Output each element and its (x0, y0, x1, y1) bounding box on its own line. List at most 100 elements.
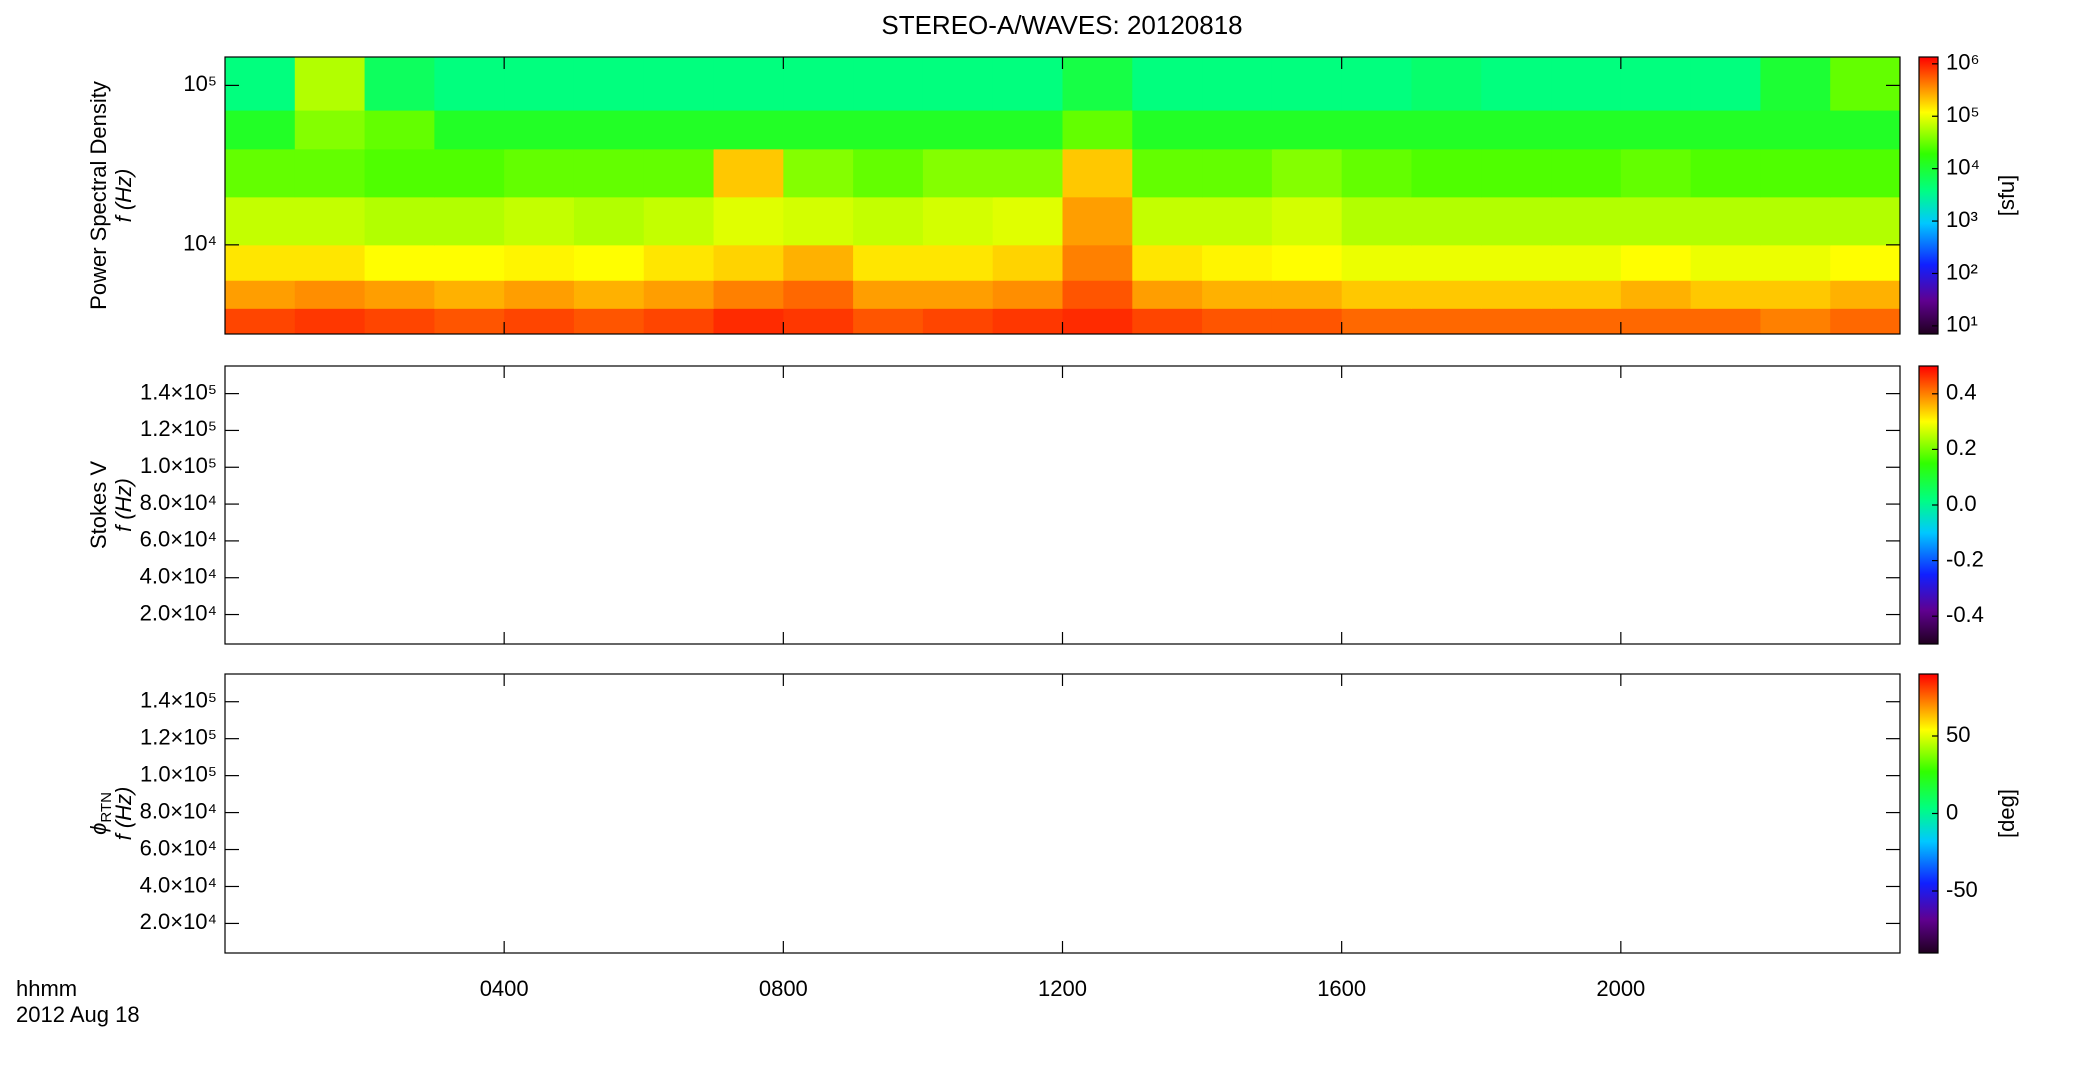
heatmap-cell (1271, 57, 1343, 111)
heatmap-cell (643, 308, 715, 335)
heatmap-cell (1481, 280, 1552, 309)
heatmap-cell (1830, 280, 1901, 309)
y-tick-label: 4.0×10⁴ (140, 564, 217, 589)
heatmap-cell (853, 57, 924, 111)
heatmap-cell (783, 57, 854, 111)
y-tick-label: 1.4×10⁵ (140, 688, 217, 713)
heatmap-cell (1411, 308, 1482, 335)
heatmap-cell (783, 110, 854, 150)
y-axis-label: ϕRTN (86, 792, 115, 835)
heatmap-cell (1341, 57, 1412, 111)
heatmap-cell (573, 280, 645, 309)
colorbar-tick-label: 10⁶ (1946, 50, 1980, 75)
plot-frame (224, 365, 1901, 645)
heatmap-cell (294, 148, 366, 198)
heatmap-cell (713, 244, 784, 281)
colorbar-tick-label: 0.0 (1946, 491, 1977, 516)
heatmap-cell (713, 110, 784, 150)
heatmap-cell (1830, 244, 1901, 281)
heatmap-cell (1062, 110, 1133, 150)
heatmap-cell (1760, 308, 1831, 335)
heatmap-cell (1830, 148, 1901, 198)
heatmap-cell (853, 280, 924, 309)
heatmap-cell (713, 196, 784, 246)
heatmap-cell (1620, 57, 1692, 111)
colorbar-tick-label: -0.4 (1946, 602, 1984, 627)
heatmap-cell (1760, 110, 1831, 150)
heatmap-cell (1202, 148, 1273, 198)
heatmap-cell (992, 196, 1063, 246)
heatmap-cell (434, 308, 505, 335)
heatmap-cell (1481, 308, 1552, 335)
heatmap-cell (853, 244, 924, 281)
heatmap-cell (1690, 110, 1761, 150)
heatmap-cell (783, 280, 854, 309)
heatmap-cell (643, 57, 715, 111)
heatmap-cell (922, 110, 994, 150)
heatmap-cell (1132, 308, 1203, 335)
heatmap-cell (1690, 148, 1761, 198)
heatmap-cell (225, 110, 296, 150)
heatmap-cell (1132, 280, 1203, 309)
heatmap-cell (225, 148, 296, 198)
heatmap-cell (1760, 280, 1831, 309)
heatmap-cell (1062, 148, 1133, 198)
heatmap-cell (573, 196, 645, 246)
y-tick-label: 8.0×10⁴ (140, 490, 217, 515)
y-tick-label: 10⁴ (183, 231, 217, 256)
heatmap-cell (504, 244, 575, 281)
heatmap-cell (1271, 244, 1343, 281)
heatmap-cell (1062, 57, 1133, 111)
heatmap-cell (1551, 148, 1622, 198)
plot-frame (224, 673, 1901, 954)
colorbar-label: [sfu] (1994, 175, 2019, 217)
heatmap-cell (922, 57, 994, 111)
heatmap-cell (1271, 148, 1343, 198)
colorbar-tick-label: 0 (1946, 799, 1958, 824)
heatmap-cell (1411, 110, 1482, 150)
heatmap-cell (573, 244, 645, 281)
heatmap-cell (992, 244, 1063, 281)
heatmap-cell (1062, 308, 1133, 335)
heatmap-cell (225, 57, 296, 111)
heatmap-cell (1481, 57, 1552, 111)
heatmap-cell (992, 57, 1063, 111)
heatmap-cell (573, 148, 645, 198)
heatmap-cell (643, 244, 715, 281)
colorbar-tick-label: 10³ (1946, 207, 1978, 232)
heatmap-cell (1271, 110, 1343, 150)
heatmap-cell (1062, 196, 1133, 246)
heatmap-cell (1830, 196, 1901, 246)
heatmap-cell (922, 308, 994, 335)
heatmap-cell (783, 196, 854, 246)
x-tick-label: 2000 (1596, 976, 1645, 1001)
y-tick-label: 2.0×10⁴ (140, 600, 217, 625)
heatmap-cell (1551, 244, 1622, 281)
heatmap-cell (992, 308, 1063, 335)
heatmap-cell (643, 196, 715, 246)
heatmap-cell (1760, 148, 1831, 198)
heatmap-cell (504, 196, 575, 246)
heatmap-cell (504, 57, 575, 111)
heatmap-cell (434, 280, 505, 309)
colorbar-tick-label: 10¹ (1946, 312, 1978, 337)
colorbar-tick-label: 10⁵ (1946, 102, 1980, 127)
y-tick-label: 6.0×10⁴ (140, 835, 217, 860)
heatmap-cell (643, 148, 715, 198)
heatmap-cell (1202, 110, 1273, 150)
heatmap-cell (713, 308, 784, 335)
heatmap-cell (573, 110, 645, 150)
heatmap-cell (992, 280, 1063, 309)
heatmap-cell (1620, 110, 1692, 150)
heatmap-cell (225, 308, 296, 335)
heatmap-cell (434, 196, 505, 246)
colorbar-tick-label: 10² (1946, 259, 1978, 284)
y-tick-label: 1.4×10⁵ (140, 379, 217, 404)
heatmap-cell (992, 148, 1063, 198)
y-tick-label: 1.0×10⁵ (140, 453, 217, 478)
heatmap-cell (225, 280, 296, 309)
heatmap-cell (1202, 280, 1273, 309)
heatmap-cell (1411, 244, 1482, 281)
colorbar-tick-label: -50 (1946, 877, 1978, 902)
heatmap-cell (1830, 308, 1901, 335)
